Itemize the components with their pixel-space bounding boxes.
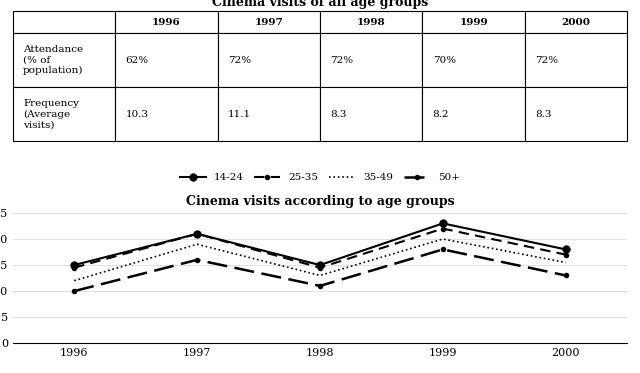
Title: Cinema visits according to age groups: Cinema visits according to age groups [186,195,454,208]
Legend: 14-24, 25-35, 35-49, 50+: 14-24, 25-35, 35-49, 50+ [175,169,465,186]
Title: Cinema visits of all age groups: Cinema visits of all age groups [212,0,428,9]
